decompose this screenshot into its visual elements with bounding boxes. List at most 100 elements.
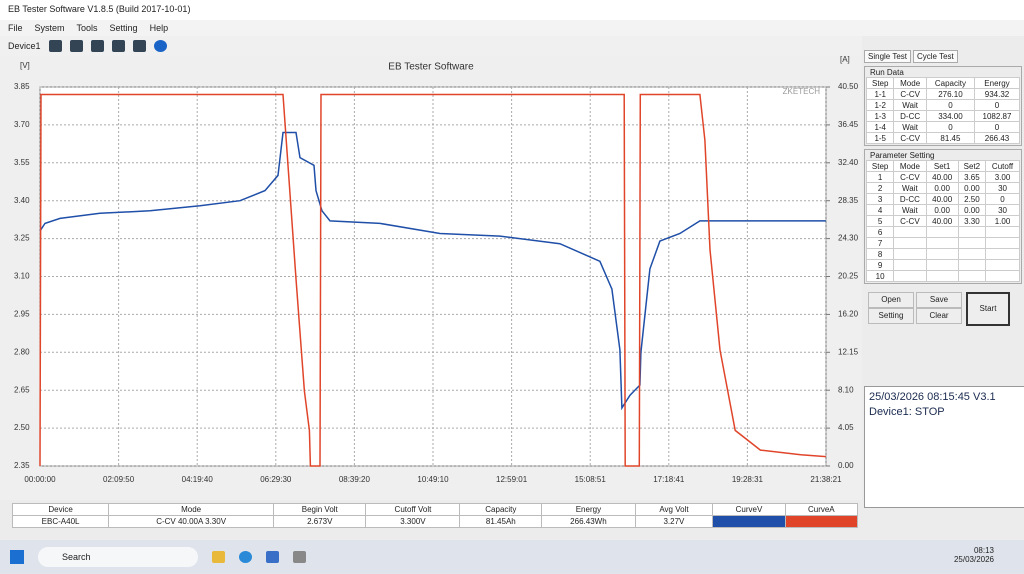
save-icon[interactable] bbox=[69, 40, 83, 52]
row: 1 C-CV 40.00 3.65 3.00 bbox=[865, 171, 1020, 183]
y-tick-label: 3.40 bbox=[14, 196, 30, 205]
device-label[interactable]: Device1 bbox=[8, 41, 41, 51]
cell: 3.300V bbox=[365, 515, 461, 528]
y2-tick-label: 28.35 bbox=[838, 196, 859, 205]
title-bar: EB Tester Software V1.8.5 (Build 2017-10… bbox=[0, 0, 1024, 20]
search-box[interactable]: Search bbox=[38, 547, 198, 567]
y2-tick-label: 4.05 bbox=[838, 423, 854, 432]
start-icon[interactable] bbox=[10, 550, 24, 564]
menu-item[interactable]: Tools bbox=[76, 23, 98, 33]
open-icon[interactable] bbox=[48, 40, 62, 52]
clock-time: 08:13 bbox=[973, 546, 994, 555]
cell: C-CV bbox=[893, 132, 927, 144]
search-icon[interactable] bbox=[132, 40, 146, 52]
cell bbox=[957, 259, 987, 271]
cell: 30 bbox=[985, 204, 1020, 216]
cell: 0.00 bbox=[925, 204, 959, 216]
tools-icon[interactable] bbox=[111, 40, 125, 52]
cell: 1 bbox=[865, 171, 895, 183]
cell: 2.673V bbox=[273, 515, 367, 528]
clock-date: 25/03/2026 bbox=[953, 555, 994, 564]
x-tick-label: 08:39:20 bbox=[339, 475, 371, 484]
header-cell: Step bbox=[865, 160, 895, 172]
cell: 0 bbox=[973, 99, 1021, 111]
button[interactable]: Start bbox=[966, 292, 1010, 326]
y2-tick-label: 8.10 bbox=[838, 385, 854, 394]
row: 2 Wait 0.00 0.00 30 bbox=[865, 182, 1020, 194]
menu-item[interactable]: File bbox=[8, 23, 23, 33]
header-cell: Cutoff Volt bbox=[365, 503, 461, 516]
x-tick-label: 02:09:50 bbox=[103, 475, 135, 484]
y-tick-label: 2.35 bbox=[14, 461, 30, 470]
x-tick-label: 06:29:30 bbox=[260, 475, 292, 484]
clock: 08:13 25/03/2026 bbox=[954, 546, 994, 564]
y2-tick-label: 12.15 bbox=[838, 347, 859, 356]
cell: D-CC bbox=[893, 110, 927, 122]
cell: 1-1 bbox=[865, 88, 895, 100]
row: 4 Wait 0.00 0.00 30 bbox=[865, 204, 1020, 216]
menu-item[interactable]: Setting bbox=[109, 23, 138, 33]
cell: C-CV bbox=[893, 88, 927, 100]
cell bbox=[925, 226, 959, 238]
button[interactable]: Open bbox=[868, 292, 914, 308]
cell: D-CC bbox=[893, 193, 927, 205]
status-box: 25/03/2026 08:15:45 V3.1 Device1: STOP bbox=[864, 386, 1024, 508]
cell: 40.00 bbox=[925, 193, 959, 205]
row: 1-1 C-CV 276.10 934.32 bbox=[865, 88, 1021, 100]
legend-swatch bbox=[784, 515, 859, 528]
row: 7 bbox=[865, 237, 1020, 249]
app-icon[interactable] bbox=[266, 551, 279, 563]
cell: 6 bbox=[865, 226, 895, 238]
y2-tick-label: 20.25 bbox=[838, 272, 859, 281]
button[interactable]: Setting bbox=[868, 308, 914, 324]
menu-item[interactable]: System bbox=[34, 23, 65, 33]
cell bbox=[985, 248, 1020, 260]
tester-icon[interactable] bbox=[293, 551, 306, 563]
cell: 2 bbox=[865, 182, 895, 194]
cell bbox=[985, 259, 1020, 271]
cell bbox=[957, 226, 987, 238]
cell bbox=[893, 248, 927, 260]
cell: 0 bbox=[925, 121, 975, 133]
cell: 266.43Wh bbox=[541, 515, 636, 528]
cell bbox=[893, 270, 927, 282]
header-cell: Mode bbox=[893, 160, 927, 172]
tab[interactable]: Single Test bbox=[864, 50, 911, 63]
y-tick-label: 3.55 bbox=[14, 158, 30, 167]
menu-item[interactable]: Help bbox=[149, 23, 169, 33]
x-tick-label: 10:49:10 bbox=[417, 475, 449, 484]
tab[interactable]: Cycle Test bbox=[913, 50, 958, 63]
y2-tick-label: 32.40 bbox=[838, 158, 859, 167]
cell: Wait bbox=[893, 121, 927, 133]
x-tick-label: 12:59:01 bbox=[496, 475, 528, 484]
folder-icon[interactable] bbox=[212, 551, 225, 563]
button[interactable]: Clear bbox=[916, 308, 962, 324]
y2-tick-label: 16.20 bbox=[838, 310, 859, 319]
header-cell: Mode bbox=[108, 503, 275, 516]
header-cell: Capacity bbox=[459, 503, 543, 516]
status-version: V3.1 bbox=[973, 391, 996, 403]
run-data-table: Step Mode Capacity Energy 1-1 C-CV 276.10 934.3… bbox=[865, 77, 1021, 144]
info-icon[interactable] bbox=[153, 40, 167, 52]
button[interactable]: Save bbox=[916, 292, 962, 308]
cell bbox=[957, 248, 987, 260]
cell bbox=[957, 237, 987, 249]
x-tick-label: 15:08:51 bbox=[575, 475, 607, 484]
row: 6 bbox=[865, 226, 1020, 238]
header-cell: Capacity bbox=[925, 77, 975, 89]
cell: 3.65 bbox=[957, 171, 987, 183]
header-cell: Cutoff bbox=[985, 160, 1020, 172]
side-panel: Single Test Cycle Test Run Data Step Mode Ca… bbox=[864, 50, 1024, 508]
cell bbox=[957, 270, 987, 282]
taskbar: Search 08:13 25/03/2026 bbox=[0, 540, 1024, 574]
summary-table: Device Mode Begin Volt Cutoff Volt Capacity E… bbox=[11, 503, 859, 528]
cell: 3.27V bbox=[634, 515, 714, 528]
data-line bbox=[39, 93, 826, 467]
run-data-group: Run Data Step Mode Capacity Energy 1-1 C-CV 276… bbox=[864, 66, 1022, 146]
cell bbox=[985, 237, 1020, 249]
cell: 5 bbox=[865, 215, 895, 227]
header-cell: Set2 bbox=[957, 160, 987, 172]
monitor-icon[interactable] bbox=[90, 40, 104, 52]
browser-icon[interactable] bbox=[239, 551, 252, 563]
